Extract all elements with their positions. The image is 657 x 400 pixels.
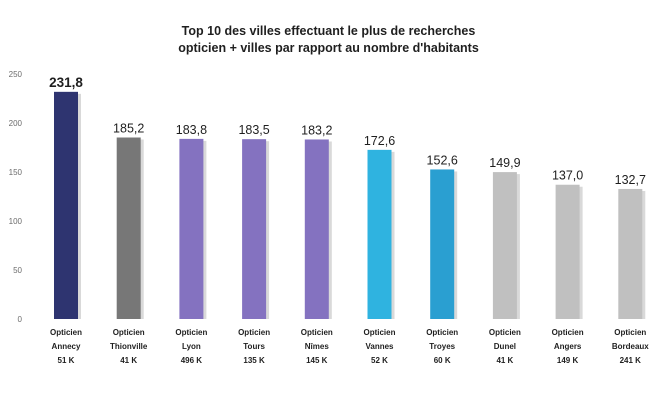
data-label: 231,8 (49, 75, 83, 90)
bar (54, 91, 78, 319)
x-tick-label: Tours (243, 342, 265, 351)
x-tick-label: Lyon (182, 342, 201, 351)
x-tick-label: Vannes (365, 342, 394, 351)
x-tick-label: Opticien (363, 328, 395, 337)
bar (242, 139, 267, 319)
x-tick-label: Opticien (238, 328, 270, 337)
bar (367, 149, 392, 319)
data-label: 185,2 (113, 122, 144, 136)
x-tick-label: Opticien (552, 328, 584, 337)
x-tick-label: Thionville (110, 342, 148, 351)
y-tick-label: 150 (9, 168, 23, 177)
x-tick-label: Troyes (429, 342, 455, 351)
x-tick-label: Opticien (489, 328, 521, 337)
bar (116, 137, 141, 319)
data-label: 172,6 (364, 134, 395, 148)
x-tick-label: 52 K (371, 356, 388, 365)
x-tick-label: Opticien (426, 328, 458, 337)
x-tick-label: Angers (554, 342, 582, 351)
data-label: 149,9 (489, 156, 520, 170)
data-label: 137,0 (552, 169, 583, 183)
x-tick-label: Bordeaux (612, 342, 649, 351)
x-tick-label: Opticien (50, 328, 82, 337)
y-tick-label: 50 (13, 266, 22, 275)
x-tick-label: Opticien (301, 328, 333, 337)
x-tick-label: 496 K (181, 356, 203, 365)
y-tick-label: 200 (9, 119, 23, 128)
x-tick-label: 149 K (557, 356, 579, 365)
x-tick-label: Dunel (494, 342, 516, 351)
bar (618, 188, 643, 319)
bar (492, 172, 517, 319)
x-tick-label: 60 K (434, 356, 451, 365)
data-label: 183,8 (176, 123, 207, 137)
y-tick-label: 100 (9, 217, 23, 226)
x-tick-label: 135 K (243, 356, 265, 365)
chart-subtitle: opticien + villes par rapport au nombre … (178, 41, 479, 55)
x-tick-label: 41 K (120, 356, 137, 365)
y-tick-label: 250 (9, 70, 23, 79)
bar (179, 138, 204, 319)
chart-title: Top 10 des villes effectuant le plus de … (181, 24, 476, 38)
bar (555, 184, 580, 319)
data-label: 132,7 (615, 173, 646, 187)
x-tick-label: Opticien (175, 328, 207, 337)
bar (430, 169, 455, 319)
data-label: 152,6 (427, 153, 458, 167)
x-tick-label: 145 K (306, 356, 328, 365)
x-tick-label: Annecy (52, 342, 81, 351)
x-tick-label: Nîmes (305, 342, 330, 351)
x-tick-label: Opticien (113, 328, 145, 337)
x-tick-label: 51 K (58, 356, 75, 365)
y-tick-label: 0 (18, 315, 23, 324)
x-tick-label: 241 K (620, 356, 642, 365)
data-label: 183,5 (238, 123, 269, 137)
bar (304, 139, 329, 319)
data-label: 183,2 (301, 123, 332, 137)
x-tick-label: Opticien (614, 328, 646, 337)
x-tick-label: 41 K (496, 356, 513, 365)
